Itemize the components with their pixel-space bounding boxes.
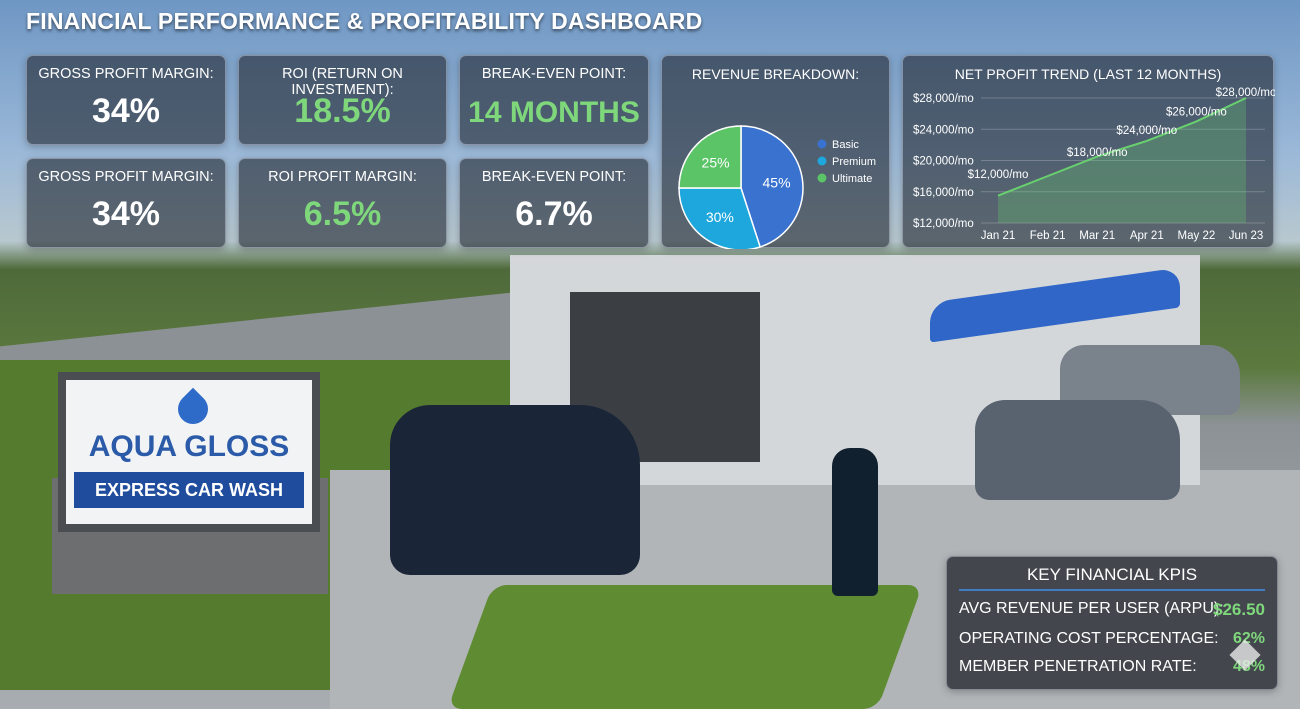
- pie-chart-title: REVENUE BREAKDOWN:: [691, 66, 860, 82]
- x-tick-label: Mar 21: [1079, 230, 1115, 242]
- pie-slice-label: 25%: [702, 155, 730, 171]
- key-kpis-title: KEY FINANCIAL KPIS: [1026, 565, 1198, 584]
- pie-slice-label: 45%: [763, 174, 791, 190]
- kpi-card-break-even-2: BREAK-EVEN POINT: 6.7%: [459, 158, 649, 248]
- key-financial-kpis-panel: KEY FINANCIAL KPIS AVG REVENUE PER USER …: [946, 556, 1278, 690]
- car-being-washed: [390, 405, 640, 575]
- y-tick-label: $24,000/mo: [913, 124, 974, 136]
- x-tick-label: Feb 21: [1030, 230, 1066, 242]
- kpi-label: BREAK-EVEN POINT:: [481, 66, 627, 82]
- kpi-row-label: MEMBER PENETRATION RATE:: [959, 658, 1197, 675]
- sign-subtitle: EXPRESS CAR WASH: [74, 472, 304, 508]
- water-drop-logo-icon: [171, 387, 215, 431]
- kpi-value: 34%: [91, 195, 161, 233]
- data-annotation: $24,000/mo: [1116, 125, 1177, 137]
- kpi-card-roi-profit-margin: ROI PROFIT MARGIN: 6.5%: [238, 158, 447, 248]
- legend-marker-basic: [817, 139, 827, 149]
- y-tick-label: $12,000/mo: [913, 218, 974, 230]
- dashboard-title: FINANCIAL PERFORMANCE & PROFITABILITY DA…: [26, 8, 703, 34]
- kpi-row-label: AVG REVENUE PER USER (ARPU):: [959, 600, 1224, 617]
- kpi-label: ROI PROFIT MARGIN:: [268, 169, 417, 185]
- x-tick-label: Jun 23: [1229, 230, 1264, 242]
- lawn-island: [447, 585, 923, 709]
- x-tick-label: Apr 21: [1130, 230, 1164, 242]
- y-tick-label: $20,000/mo: [913, 156, 974, 168]
- kpi-value: 6.7%: [515, 195, 593, 233]
- pie-slice-ultimate: [678, 125, 742, 189]
- legend-marker-ultimate: [817, 173, 827, 183]
- net-profit-line-chart: $12,000/mo $16,000/mo $20,000/mo $24,000/mo…: [913, 87, 1275, 242]
- kpi-row-label: OPERATING COST PERCENTAGE:: [959, 630, 1219, 647]
- kpi-row-arpu: AVG REVENUE PER USER (ARPU): $26.50: [959, 600, 1265, 626]
- pie-slice-label: 30%: [706, 209, 734, 225]
- kpi-value: 6.5%: [303, 195, 382, 233]
- x-tick-label: Jan 21: [981, 230, 1016, 242]
- net-profit-trend-panel: NET PROFIT TREND (LAST 12 MONTHS) $12,00…: [902, 55, 1275, 248]
- kpi-card-break-even: BREAK-EVEN POINT: 14 MONTHS: [459, 55, 649, 145]
- y-tick-label: $16,000/mo: [913, 187, 974, 199]
- line-area-fill: [998, 98, 1246, 223]
- aqua-gloss-sign: AQUA GLOSS EXPRESS CAR WASH: [58, 372, 320, 532]
- pie-slice-premium: [678, 187, 762, 249]
- kpi-label: GROSS PROFIT MARGIN:: [38, 66, 214, 82]
- pie-slice-basic: [740, 125, 804, 248]
- data-annotation: $26,000/mo: [1166, 106, 1227, 118]
- kpi-card-roi: ROI (RETURN ON INVESTMENT): 18.5%: [238, 55, 447, 145]
- kpi-row-member-penetration: MEMBER PENETRATION RATE: 48%: [959, 658, 1265, 684]
- kpi-value: 14 MONTHS: [468, 96, 640, 129]
- kpi-card-gross-profit-margin-2: GROSS PROFIT MARGIN: 34%: [26, 158, 226, 248]
- sign-brand: AQUA GLOSS: [88, 430, 290, 463]
- legend-label-ultimate: Ultimate: [832, 173, 872, 185]
- parked-car: [975, 400, 1180, 500]
- legend-label-basic: Basic: [832, 139, 859, 151]
- kpi-label: ROI (RETURN ON INVESTMENT):: [282, 66, 403, 98]
- kpi-value: 34%: [91, 92, 161, 130]
- title-underline: [959, 589, 1265, 591]
- kpi-label: BREAK-EVEN POINT:: [481, 169, 627, 185]
- line-chart-title: NET PROFIT TREND (LAST 12 MONTHS): [954, 66, 1222, 82]
- revenue-pie-chart: 45% 30% 25% Basic Premium Ultimate: [678, 125, 876, 249]
- data-annotation: $18,000/mo: [1067, 147, 1128, 159]
- worker: [832, 448, 878, 596]
- data-annotation: $12,000/mo: [968, 169, 1029, 181]
- kpi-row-operating-cost: OPERATING COST PERCENTAGE: 62%: [959, 630, 1265, 656]
- legend-marker-premium: [817, 156, 827, 166]
- y-tick-label: $28,000/mo: [913, 93, 974, 105]
- data-annotation: $28,000/mo: [1216, 87, 1275, 99]
- kpi-value: 18.5%: [294, 92, 391, 130]
- kpi-row-value: $26.50: [1213, 600, 1265, 619]
- net-profit-line: [997, 97, 1247, 197]
- legend-label-premium: Premium: [832, 156, 876, 168]
- kpi-card-gross-profit-margin: GROSS PROFIT MARGIN: 34%: [26, 55, 226, 145]
- revenue-breakdown-panel: REVENUE BREAKDOWN: 45% 30% 25% Basic Premium…: [661, 55, 890, 249]
- x-tick-label: May 22: [1178, 230, 1216, 242]
- kpi-label: GROSS PROFIT MARGIN:: [38, 169, 214, 185]
